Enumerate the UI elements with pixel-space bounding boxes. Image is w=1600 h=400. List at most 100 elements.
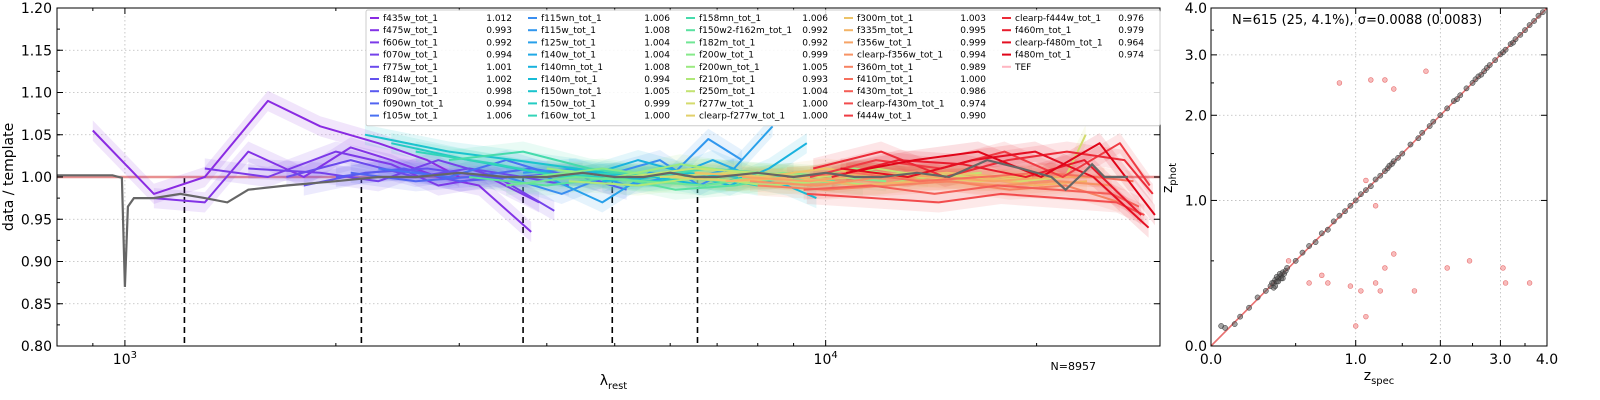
legend-label: f475w_tot_1 bbox=[383, 26, 438, 36]
series-band-f435w_tot_1 bbox=[92, 90, 460, 204]
outlier-point bbox=[1363, 313, 1369, 320]
legend-entry: f775w_tot_1 1.001 bbox=[370, 63, 512, 73]
legend-value: 0.986 bbox=[960, 87, 986, 97]
right-axis-ticks: 0.0 1.0 2.0 3.0 4.0 0.0 1.0 2.0 3.0 4.0 bbox=[1185, 1, 1558, 368]
legend-value: 0.998 bbox=[486, 87, 512, 97]
legend-value: 1.008 bbox=[644, 63, 670, 73]
outlier-points bbox=[1285, 68, 1533, 329]
series-line-f125w_tot_1 bbox=[546, 125, 774, 204]
good-point bbox=[1363, 187, 1369, 194]
series-line-f460m_tot_1 bbox=[831, 159, 1142, 216]
legend-value: 1.000 bbox=[802, 99, 828, 109]
legend-box bbox=[365, 9, 1161, 127]
legend-label: f356w_tot_1 bbox=[857, 38, 912, 48]
series-band-f475w_tot_1 bbox=[153, 137, 532, 243]
left-y-axis-label: data / template bbox=[1, 123, 17, 231]
legend-entry: f335m_tot_1 0.995 bbox=[844, 26, 986, 36]
legend-label: clearp-f444w_tot_1 bbox=[1015, 14, 1101, 24]
x-tick-label: 104 bbox=[814, 350, 838, 368]
good-point bbox=[1454, 96, 1460, 102]
legend-value: 1.004 bbox=[644, 51, 670, 61]
legend-entry: f475w_tot_1 0.993 bbox=[370, 26, 512, 36]
outlier-point bbox=[1372, 203, 1379, 209]
legend-value: 0.992 bbox=[802, 38, 828, 48]
legend-value: 1.008 bbox=[644, 26, 670, 36]
left-axis-ticks: 0.80 0.85 0.90 0.95 1.00 1.05 1.10 1.15 1.20 103 1… bbox=[21, 1, 1160, 368]
left-x-axis-label: λrest bbox=[600, 373, 628, 392]
legend-label: clearp-f480m_tot_1 bbox=[1015, 38, 1103, 48]
legend-value: 1.005 bbox=[644, 87, 670, 97]
legend-value: 0.974 bbox=[960, 99, 986, 109]
series-band-f460m_tot_1 bbox=[831, 150, 1142, 226]
legend-label: f140mn_tot_1 bbox=[541, 63, 603, 73]
legend-value: 0.994 bbox=[960, 51, 986, 61]
legend-label: TEF bbox=[1014, 63, 1031, 73]
good-point bbox=[1306, 243, 1312, 249]
legend-label: f150w_tot_1 bbox=[541, 99, 596, 109]
outlier-point bbox=[1502, 280, 1509, 286]
outlier-point bbox=[1319, 272, 1325, 279]
legend-entry: f814w_tot_1 1.002 bbox=[370, 75, 512, 85]
legend-label: f158mn_tot_1 bbox=[699, 14, 761, 24]
right-y-axis-label: zphot bbox=[1160, 163, 1179, 193]
legend-label: f410m_tot_1 bbox=[857, 75, 913, 85]
legend-value: 0.994 bbox=[486, 51, 512, 61]
y-tick-label: 1.10 bbox=[21, 86, 52, 102]
good-point bbox=[1390, 158, 1397, 165]
good-point bbox=[1358, 191, 1364, 198]
legend-label: f444w_tot_1 bbox=[857, 112, 912, 122]
legend-value: 0.993 bbox=[486, 26, 512, 36]
good-point bbox=[1342, 208, 1348, 215]
legend-label: f335m_tot_1 bbox=[857, 26, 913, 36]
legend-label: f435w_tot_1 bbox=[383, 14, 438, 24]
legend-value: 0.992 bbox=[486, 38, 512, 48]
legend-label: f277w_tot_1 bbox=[699, 99, 754, 109]
x-tick-label: 3.0 bbox=[1489, 352, 1511, 368]
legend-label: f090wn_tot_1 bbox=[383, 99, 444, 109]
legend-entry: f460m_tot_1 0.979 bbox=[1002, 26, 1144, 36]
legend-entry: clearp-f430m_tot_1 0.974 bbox=[844, 99, 986, 109]
good-point bbox=[1347, 202, 1354, 209]
good-point bbox=[1492, 57, 1498, 64]
legend-label: clearp-f430m_tot_1 bbox=[857, 99, 945, 109]
y-tick-label: 1.05 bbox=[21, 128, 52, 144]
legend-value: 0.964 bbox=[1118, 38, 1144, 48]
good-point bbox=[1522, 27, 1528, 33]
legend-value: 0.994 bbox=[644, 75, 670, 85]
good-point bbox=[1246, 304, 1252, 311]
good-point bbox=[1531, 18, 1537, 24]
series-line-f115wn_tot_1 bbox=[505, 159, 735, 195]
legend-label: f140w_tot_1 bbox=[541, 51, 596, 61]
legend-label: f115wn_tot_1 bbox=[541, 14, 602, 24]
good-point bbox=[1486, 62, 1493, 68]
series-line-f444w_tot_1 bbox=[809, 142, 1151, 187]
legend-entry: clearp-f444w_tot_1 0.976 bbox=[1002, 14, 1144, 24]
outlier-point bbox=[1285, 258, 1292, 264]
legend-value: 0.999 bbox=[960, 38, 986, 48]
legend-value: 0.995 bbox=[960, 26, 986, 36]
statistics-annotation: N=615 (25, 4.1%), σ=0.0088 (0.0083) bbox=[1232, 13, 1482, 28]
legend-entry: f150wn_tot_1 1.005 bbox=[528, 87, 670, 97]
y-tick-label: 1.15 bbox=[21, 43, 52, 59]
series-band-clearp-f444w_tot_1 bbox=[813, 141, 1153, 204]
series-line-f480m_tot_1 bbox=[846, 142, 1156, 216]
legend-value: 1.004 bbox=[644, 38, 670, 48]
legend-label: f775w_tot_1 bbox=[383, 63, 438, 73]
legend-entry: f105w_tot_1 1.006 bbox=[370, 112, 512, 122]
legend-entry: f410m_tot_1 1.000 bbox=[844, 75, 986, 85]
good-point bbox=[1299, 249, 1306, 256]
series-line-f475w_tot_1 bbox=[153, 146, 532, 233]
outlier-point bbox=[1325, 280, 1331, 286]
y-tick-label: 2.0 bbox=[1185, 108, 1207, 124]
legend-entry: f140w_tot_1 1.004 bbox=[528, 51, 670, 61]
legend-value: 1.006 bbox=[644, 14, 670, 24]
y-tick-label: 0.85 bbox=[21, 297, 52, 313]
good-point bbox=[1222, 325, 1228, 331]
good-point bbox=[1279, 275, 1286, 282]
outlier-point bbox=[1353, 323, 1359, 329]
legend-label: f430m_tot_1 bbox=[857, 87, 913, 97]
good-point bbox=[1407, 141, 1414, 148]
legend-entry: f480m_tot_1 0.974 bbox=[1002, 51, 1144, 61]
good-point bbox=[1512, 36, 1519, 43]
